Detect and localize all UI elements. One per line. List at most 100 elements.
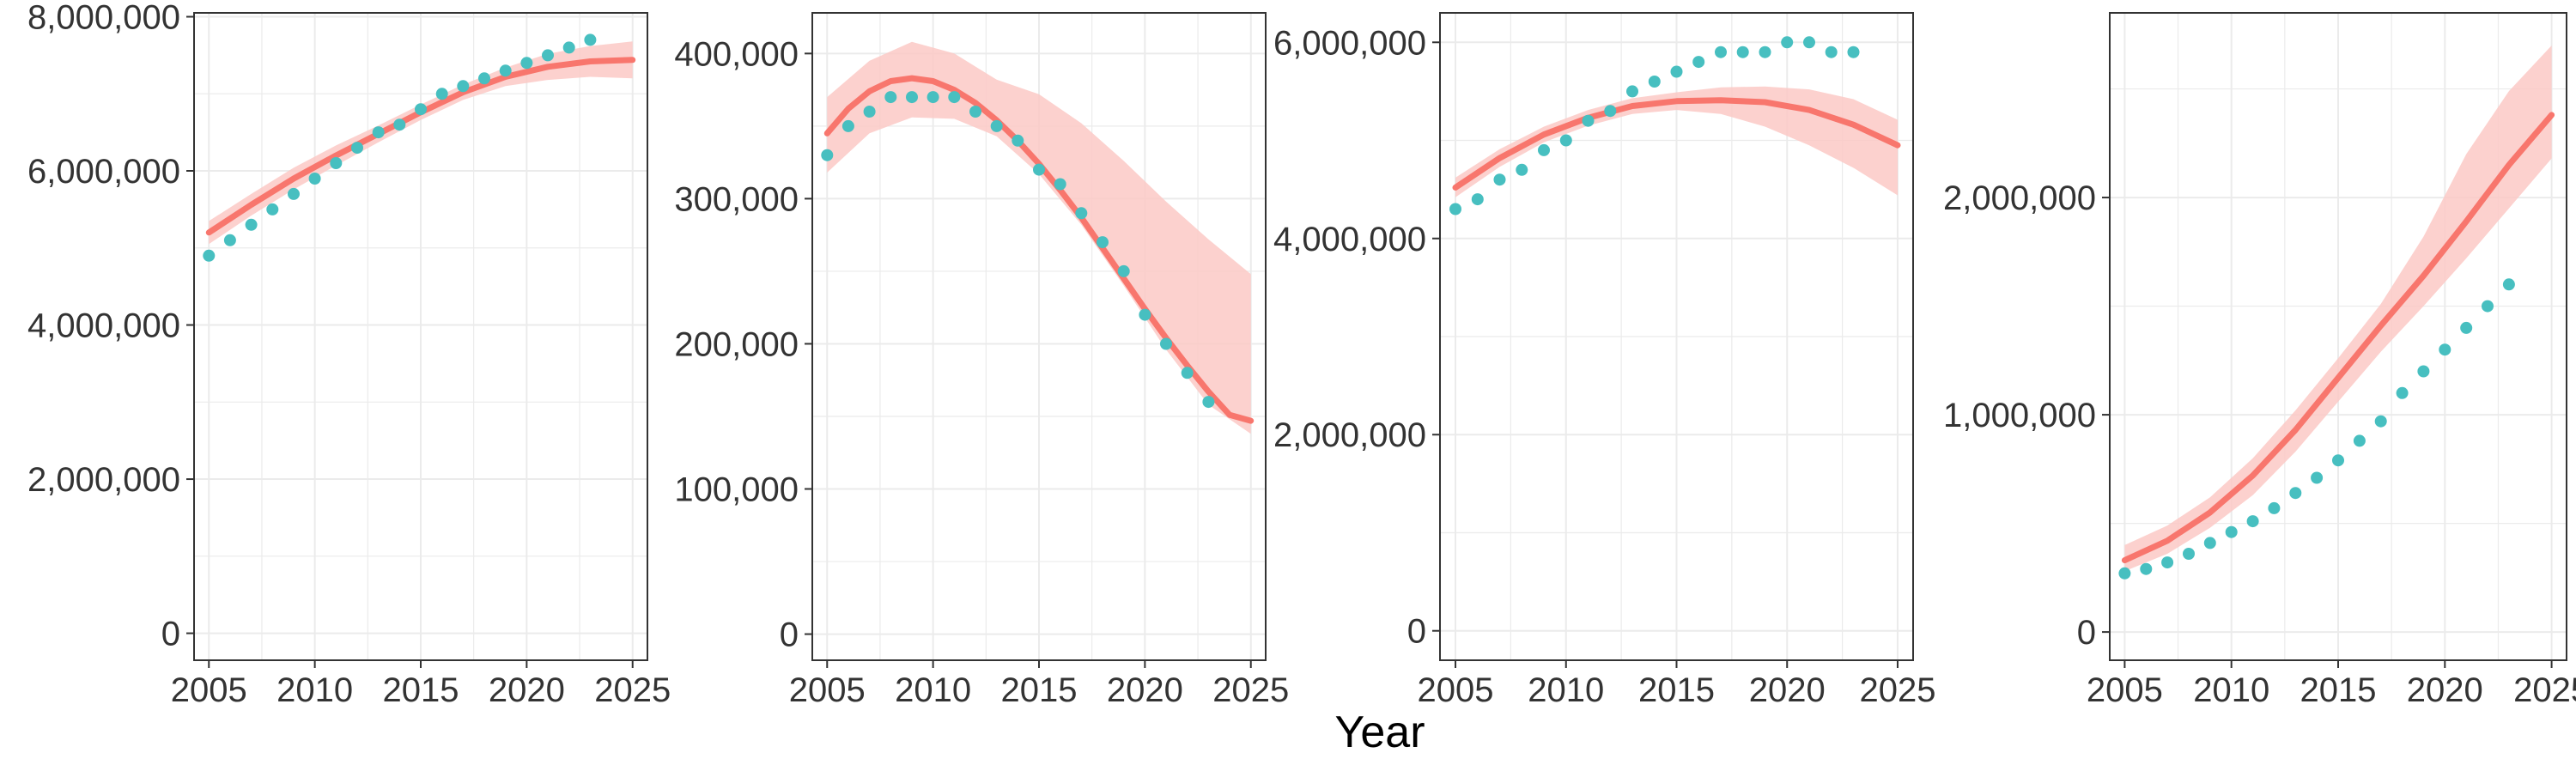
data-point	[2203, 537, 2216, 549]
x-tick-label: 2005	[789, 671, 866, 709]
data-point	[584, 33, 597, 46]
data-point	[969, 106, 981, 118]
x-axis-title: Year	[1334, 707, 1425, 757]
data-point	[2417, 365, 2430, 378]
x-tick-label: 2020	[1749, 671, 1826, 709]
y-tick-label: 2,000,000	[1943, 179, 2096, 217]
x-tick-label: 2005	[171, 671, 247, 709]
x-tick-label: 2015	[383, 671, 459, 709]
data-point	[499, 64, 512, 77]
data-point	[1759, 46, 1771, 58]
data-point	[1181, 367, 1194, 379]
data-point	[520, 57, 533, 70]
data-point	[1648, 76, 1661, 88]
data-point	[1692, 56, 1705, 69]
y-tick-label: 400,000	[674, 35, 799, 73]
data-point	[330, 157, 343, 169]
data-point	[2374, 415, 2387, 428]
data-point	[1139, 308, 1151, 321]
data-point	[372, 126, 385, 139]
x-tick-label: 2005	[2087, 671, 2163, 709]
data-point	[2225, 525, 2238, 538]
fitted-line	[1452, 97, 1901, 191]
x-tick-label: 2015	[1001, 671, 1078, 709]
data-point	[1538, 143, 1550, 156]
x-tick-label: 2010	[1528, 671, 1604, 709]
panel-3: 2005 2010 2015 2020 2025 0 2,000,000 4,000,000 6…	[1273, 12, 1935, 709]
data-point	[948, 91, 961, 104]
y-tick-label: 0	[780, 616, 799, 654]
data-point	[288, 187, 300, 200]
data-point	[2482, 300, 2494, 313]
y-tick-label: 0	[161, 616, 180, 653]
data-point	[1559, 134, 1572, 147]
data-point	[2502, 278, 2515, 291]
data-point	[1117, 264, 1130, 277]
data-point	[1847, 46, 1860, 58]
data-point	[2140, 562, 2153, 575]
data-point	[223, 234, 236, 246]
x-tick-label: 2005	[1418, 671, 1494, 709]
data-point	[841, 119, 854, 132]
data-point	[2353, 434, 2366, 447]
data-point	[884, 91, 897, 104]
data-point	[2311, 471, 2324, 484]
data-point	[2161, 556, 2174, 569]
data-point	[1715, 46, 1727, 58]
x-tick-label: 2020	[489, 671, 565, 709]
data-point	[1582, 114, 1595, 127]
y-tick-label: 0	[1407, 613, 1426, 651]
data-point	[2118, 567, 2131, 580]
data-point	[2246, 515, 2259, 528]
panel-2: 2005 2010 2015 2020 2025 0 100,000 200,000 300,0…	[674, 12, 1289, 709]
x-tick-label: 2025	[1212, 671, 1289, 709]
data-point	[863, 106, 876, 118]
data-point	[990, 119, 1003, 132]
data-point	[1202, 396, 1215, 409]
data-point	[1736, 46, 1749, 58]
data-point	[1075, 207, 1088, 220]
y-tick-label: 6,000,000	[1273, 24, 1426, 62]
data-point	[2183, 548, 2195, 560]
data-point	[393, 118, 406, 131]
data-point	[906, 91, 918, 104]
data-point	[1033, 163, 1045, 176]
data-point	[1493, 173, 1506, 186]
data-point	[1097, 236, 1109, 249]
data-point	[351, 142, 363, 155]
x-tick-label: 2020	[2407, 671, 2483, 709]
confidence-band	[2124, 46, 2552, 572]
y-tick-label: 300,000	[674, 180, 799, 218]
data-point	[1516, 163, 1528, 176]
data-point	[1781, 36, 1794, 49]
data-point	[1604, 105, 1617, 118]
data-point	[1803, 36, 1815, 49]
x-tick-label: 2010	[276, 671, 353, 709]
y-tick-label: 2,000,000	[27, 461, 180, 499]
panel-1: 2005 2010 2015 2020 2025 0 2,000,000 4,000,000 6…	[27, 0, 671, 709]
x-tick-label: 2015	[1638, 671, 1715, 709]
x-tick-label: 2020	[1107, 671, 1183, 709]
confidence-band	[1455, 86, 1898, 197]
data-point	[2268, 501, 2281, 514]
x-tick-label: 2025	[1859, 671, 1935, 709]
data-point	[1012, 134, 1024, 147]
data-point	[1825, 46, 1838, 58]
data-point	[1626, 85, 1638, 98]
data-point	[457, 80, 470, 93]
x-tick-label: 2010	[895, 671, 971, 709]
data-point	[308, 173, 321, 185]
data-point	[2289, 487, 2302, 500]
data-point	[927, 91, 939, 104]
y-tick-label: 0	[2077, 614, 2096, 652]
fitted-line	[2121, 112, 2555, 564]
x-tick-label: 2025	[594, 671, 671, 709]
data-point	[203, 249, 216, 262]
y-tick-label: 2,000,000	[1273, 416, 1426, 454]
data-point	[542, 49, 554, 62]
x-tick-label: 2010	[2193, 671, 2269, 709]
data-point	[435, 88, 448, 100]
data-point	[415, 103, 427, 116]
